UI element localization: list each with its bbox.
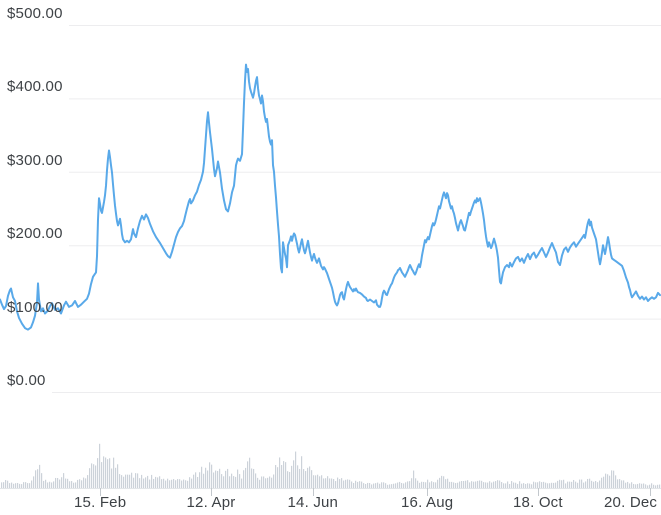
y-axis-label-200: $200.00 bbox=[7, 225, 63, 243]
x-axis-label-jun: 14. Jun bbox=[287, 494, 339, 511]
x-axis-label-dec: 20. Dec bbox=[604, 494, 658, 511]
y-axis-label-300: $300.00 bbox=[7, 151, 63, 169]
x-axis-label-feb: 15. Feb bbox=[74, 494, 127, 511]
y-axis-label-500: $500.00 bbox=[7, 5, 63, 22]
y-axis-label-400: $400.00 bbox=[7, 78, 63, 96]
y-axis-label-0: $0.00 bbox=[7, 372, 46, 389]
y-axis-label-100: $100.00 bbox=[7, 298, 63, 316]
price-line bbox=[0, 63, 661, 331]
x-tick-marks bbox=[100, 488, 651, 496]
x-axis-label-oct: 18. Oct bbox=[513, 494, 563, 511]
volume-bars bbox=[1, 443, 661, 488]
x-axis-label-apr: 12. Apr bbox=[186, 494, 236, 511]
x-axis-label-aug: 16. Aug bbox=[401, 494, 454, 511]
gridlines bbox=[52, 25, 661, 393]
